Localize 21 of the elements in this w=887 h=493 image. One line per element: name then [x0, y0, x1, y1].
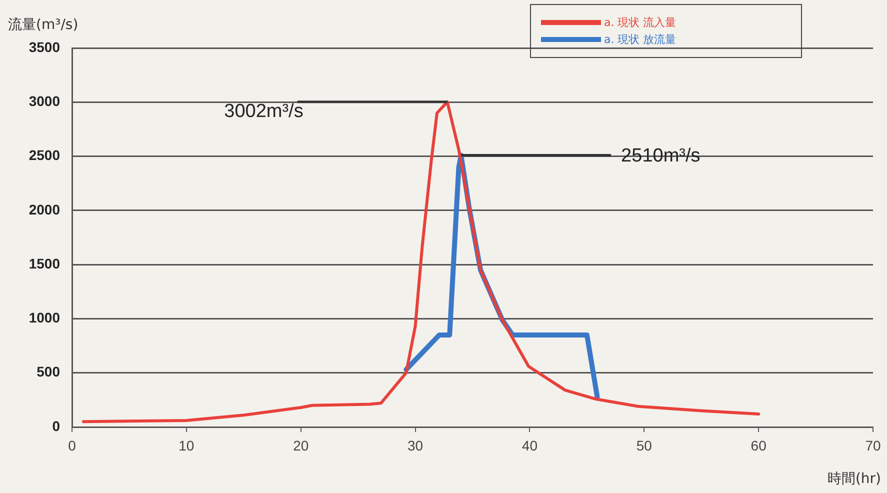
x-tick-label: 40	[522, 437, 538, 454]
y-tick-label: 2500	[28, 147, 60, 164]
y-tick-label: 3000	[28, 93, 60, 109]
x-tick-label: 0	[68, 437, 76, 454]
x-axis-title: 時間(hr)	[827, 470, 881, 488]
y-tick-label: 500	[36, 364, 60, 380]
x-tick-label: 10	[178, 437, 194, 454]
annotation: 3002m³/s	[224, 101, 304, 122]
y-tick-label: 0	[52, 418, 60, 434]
text: a. 現状 流入量	[604, 15, 676, 30]
y-tick-label: 2000	[28, 201, 60, 218]
y-axis-title: 流量(m³/s)	[8, 16, 78, 34]
x-tick-label: 60	[750, 437, 767, 454]
y-tick-label: 3500	[28, 38, 60, 55]
x-tick-label: 30	[407, 437, 424, 454]
y-tick-label: 1000	[28, 310, 60, 326]
x-tick-label: 50	[636, 437, 652, 454]
text: a. 現状 放流量	[604, 32, 676, 47]
y-tick-label: 1500	[28, 255, 60, 272]
x-tick-label: 70	[865, 437, 881, 454]
x-tick-label: 20	[293, 437, 309, 454]
